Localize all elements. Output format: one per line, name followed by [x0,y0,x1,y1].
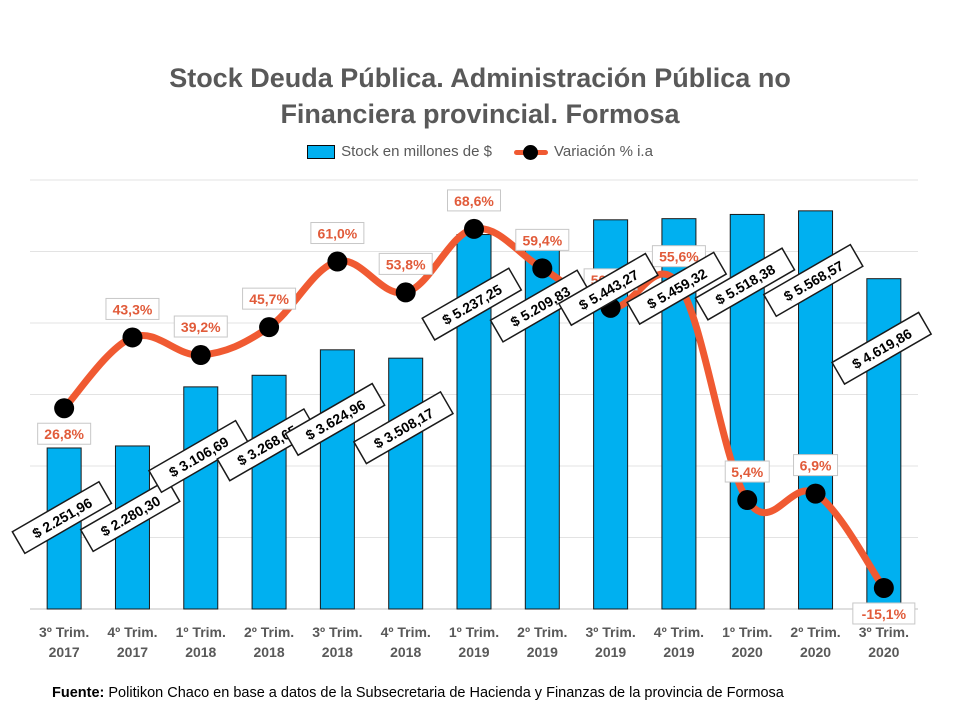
bar-label-box-1 [79,478,181,553]
variacion-point-10 [737,490,758,511]
bar-label-box-9 [626,251,728,326]
variacion-label-12: -15,1% [862,606,907,622]
x-tick-label-9-1: 2019 [663,644,694,660]
x-tick-label-1-0: 4º Trim. [107,624,157,640]
x-tick-label-3-0: 2º Trim. [244,624,294,640]
variacion-point-2 [190,345,211,366]
variacion-label-11: 6,9% [800,458,832,474]
bar-label-12: $ 4.619,86 [831,311,933,386]
bar-4 [319,349,355,610]
bar-3 [251,374,287,610]
variacion-label-box-9 [651,245,706,268]
variacion-label-5: 53,8% [386,256,426,272]
x-tick-label-0-1: 2017 [49,644,80,660]
bar-label-box-11 [762,243,864,318]
variacion-point-3 [259,317,280,338]
variacion-point-0 [54,398,75,419]
x-tick-label-6-0: 1º Trim. [449,624,499,640]
x-tick-label-2-1: 2018 [185,644,216,660]
legend-item-stock: Stock en millones de $ [307,143,492,160]
x-tick-label-4-0: 3º Trim. [312,624,362,640]
variacion-point-6 [464,218,484,239]
variacion-label-3: 45,7% [249,291,289,307]
x-tick-label-12-0: 3º Trim. [859,624,909,640]
bar-label-box-4 [284,382,386,457]
legend-bar-swatch [307,144,336,159]
variacion-label-box-10 [724,460,770,483]
chart-legend: Stock en millones de $ Variación % i.a [0,143,960,160]
variacion-label-0: 26,8% [44,426,84,442]
variacion-label-box-3 [242,287,297,310]
x-tick-label-2-0: 1º Trim. [176,624,226,640]
variacion-label-box-4 [310,222,365,245]
variacion-point-11 [805,483,826,504]
variacion-label-6: 68,6% [454,193,494,209]
variacion-point-7 [532,258,553,279]
x-tick-label-5-1: 2018 [390,644,421,660]
x-tick-label-8-1: 2019 [595,644,626,660]
source-text: Politikon Chaco en base a datos de la Su… [108,685,784,701]
chart-title-line-2: Financiera provincial. Formosa [280,99,680,129]
source-label: Fuente: [52,685,105,701]
x-tick-label-11-1: 2020 [800,644,831,660]
chart-title: Stock Deuda Pública. Administración Públ… [0,60,960,132]
x-tick-label-10-0: 1º Trim. [722,624,772,640]
variacion-label-2: 39,2% [181,319,221,335]
variacion-label-box-7 [515,228,570,251]
bar-label-box-5 [352,390,455,465]
bar-label-box-0 [11,480,113,555]
variacion-label-box-2 [173,315,228,338]
x-tick-label-6-1: 2019 [458,644,489,660]
x-tick-label-12-1: 2020 [868,644,899,660]
variacion-label-box-6 [447,189,501,212]
variacion-point-12 [873,577,894,598]
variacion-label-box-0 [37,422,92,445]
chart-title-line-1: Stock Deuda Pública. Administración Públ… [169,63,791,93]
variacion-label-4: 61,0% [318,226,358,242]
x-tick-label-4-1: 2018 [322,644,353,660]
legend-line-swatch [513,144,548,160]
variacion-label-9: 55,6% [659,249,699,265]
bar-label-box-7 [489,269,591,343]
x-tick-label-3-1: 2018 [253,644,284,660]
bar-label-box-12 [831,311,933,386]
bar-2 [183,386,219,610]
legend-label-stock: Stock en millones de $ [341,143,492,160]
x-tick-label-7-0: 2º Trim. [517,624,567,640]
variacion-label-7: 59,4% [522,232,562,248]
x-tick-label-0-0: 3º Trim. [39,624,89,640]
x-tick-label-9-0: 4º Trim. [654,624,704,640]
x-tick-label-7-1: 2019 [527,644,558,660]
bar-label-box-2 [147,419,250,494]
x-tick-label-10-1: 2020 [732,644,763,660]
x-tick-label-1-1: 2017 [117,644,148,660]
variacion-label-box-11 [793,454,839,477]
variacion-point-5 [395,282,416,303]
x-tick-label-5-0: 4º Trim. [381,624,431,640]
x-tick-label-11-0: 2º Trim. [790,624,840,640]
source-note: Fuente: Politikon Chaco en base a datos … [52,685,784,701]
variacion-label-box-12 [852,602,916,625]
legend-item-variacion: Variación % i.a [513,143,653,160]
variacion-label-1: 43,3% [113,301,153,317]
bar-label-box-6 [421,267,523,341]
variacion-label-box-5 [378,252,433,275]
bar-5 [388,357,424,610]
variacion-point-4 [327,251,348,272]
variacion-label-10: 5,4% [731,464,763,480]
bar-label-box-8 [557,252,659,327]
variacion-point-1 [122,327,143,348]
legend-label-variacion: Variación % i.a [553,143,653,160]
x-tick-label-8-0: 3º Trim. [585,624,635,640]
variacion-label-box-1 [105,297,160,320]
bar-label-box-10 [694,247,796,321]
